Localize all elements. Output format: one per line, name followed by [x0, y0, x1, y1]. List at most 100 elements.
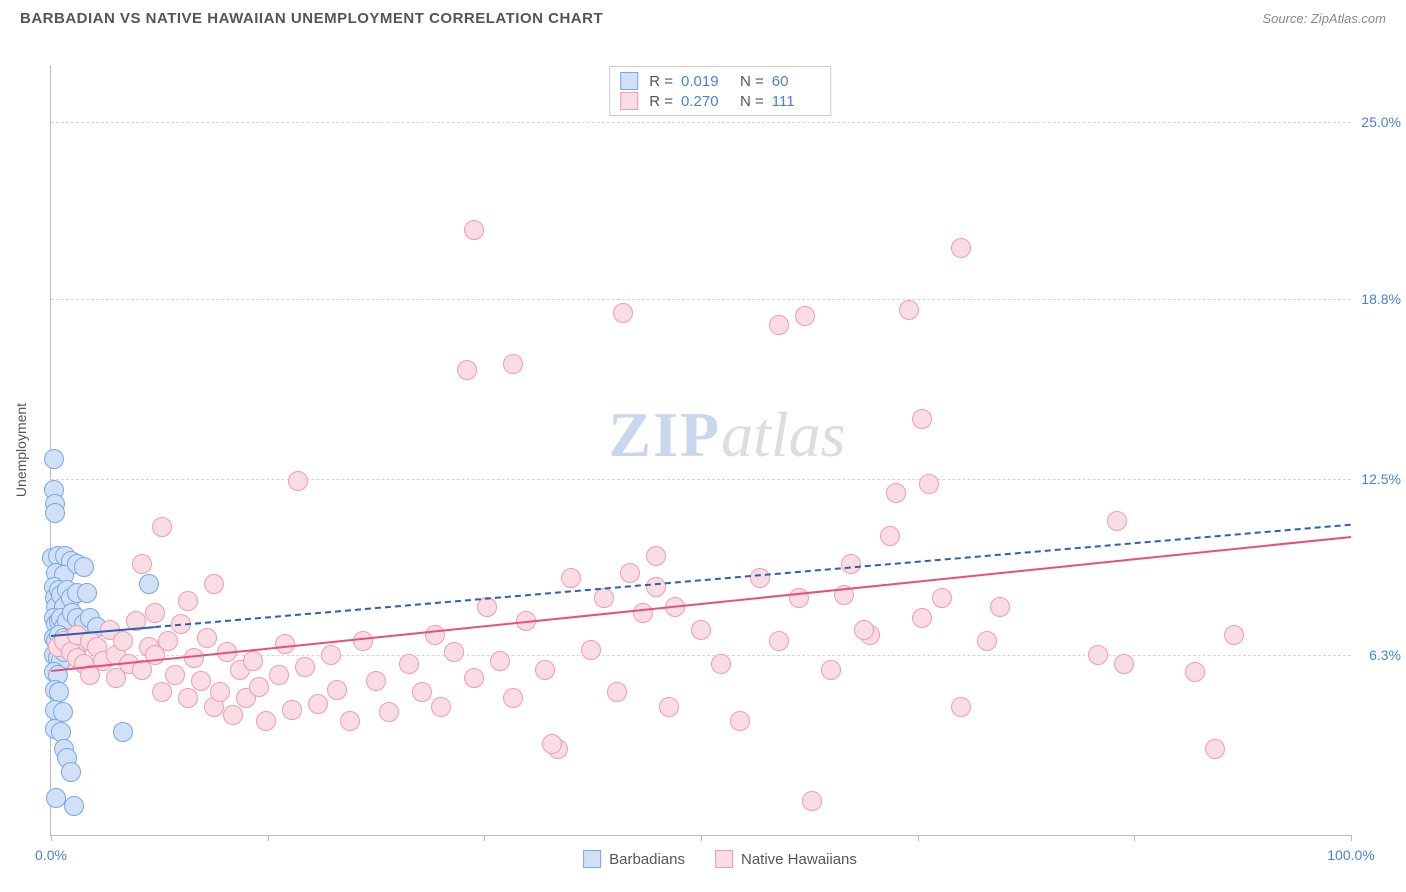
- data-point: [821, 660, 841, 680]
- data-point: [977, 631, 997, 651]
- data-point: [64, 796, 84, 816]
- data-point: [152, 682, 172, 702]
- x-tick: [701, 835, 702, 841]
- data-point: [249, 677, 269, 697]
- chart-title: BARBADIAN VS NATIVE HAWAIIAN UNEMPLOYMEN…: [20, 10, 603, 27]
- data-point: [457, 360, 477, 380]
- y-tick-label: 18.8%: [1356, 291, 1401, 307]
- data-point: [912, 608, 932, 628]
- stat-r-value: 0.270: [681, 93, 729, 110]
- data-point: [165, 665, 185, 685]
- data-point: [282, 700, 302, 720]
- x-tick: [1351, 835, 1352, 841]
- trend-line: [51, 536, 1351, 672]
- data-point: [243, 651, 263, 671]
- chart-container: Unemployment ZIPatlas 6.3%12.5%18.8%25.0…: [50, 40, 1390, 870]
- legend-swatch: [583, 850, 601, 868]
- data-point: [1088, 645, 1108, 665]
- data-point: [561, 568, 581, 588]
- data-point: [535, 660, 555, 680]
- stats-row: R =0.019N =60: [620, 71, 820, 91]
- data-point: [646, 577, 666, 597]
- data-point: [1185, 662, 1205, 682]
- data-point: [503, 354, 523, 374]
- data-point: [802, 791, 822, 811]
- data-point: [503, 688, 523, 708]
- data-point: [191, 671, 211, 691]
- data-point: [490, 651, 510, 671]
- data-point: [691, 620, 711, 640]
- data-point: [633, 603, 653, 623]
- data-point: [46, 788, 66, 808]
- x-tick: [51, 835, 52, 841]
- data-point: [951, 238, 971, 258]
- data-point: [74, 557, 94, 577]
- trend-line: [155, 524, 1351, 628]
- data-point: [113, 722, 133, 742]
- x-tick: [1134, 835, 1135, 841]
- data-point: [61, 762, 81, 782]
- stat-n-label: N =: [740, 73, 764, 90]
- data-point: [542, 734, 562, 754]
- x-tick-label: 0.0%: [35, 847, 67, 863]
- data-point: [295, 657, 315, 677]
- legend-label: Native Hawaiians: [741, 851, 857, 868]
- data-point: [44, 449, 64, 469]
- watermark: ZIPatlas: [608, 398, 845, 472]
- data-point: [1114, 654, 1134, 674]
- data-point: [45, 503, 65, 523]
- data-point: [581, 640, 601, 660]
- data-point: [646, 546, 666, 566]
- data-point: [711, 654, 731, 674]
- data-point: [444, 642, 464, 662]
- data-point: [412, 682, 432, 702]
- data-point: [1205, 739, 1225, 759]
- plot-area: Unemployment ZIPatlas 6.3%12.5%18.8%25.0…: [50, 65, 1351, 836]
- data-point: [113, 631, 133, 651]
- data-point: [880, 526, 900, 546]
- bottom-legend: Barbadians Native Hawaiians: [583, 850, 857, 868]
- data-point: [321, 645, 341, 665]
- x-tick: [268, 835, 269, 841]
- data-point: [210, 682, 230, 702]
- data-point: [854, 620, 874, 640]
- data-point: [145, 603, 165, 623]
- data-point: [659, 697, 679, 717]
- stat-n-label: N =: [740, 93, 764, 110]
- data-point: [919, 474, 939, 494]
- gridline: [51, 299, 1351, 300]
- data-point: [425, 625, 445, 645]
- data-point: [841, 554, 861, 574]
- legend-swatch: [620, 92, 638, 110]
- legend-item: Barbadians: [583, 850, 685, 868]
- data-point: [1224, 625, 1244, 645]
- data-point: [1107, 511, 1127, 531]
- data-point: [340, 711, 360, 731]
- data-point: [77, 583, 97, 603]
- data-point: [308, 694, 328, 714]
- data-point: [769, 315, 789, 335]
- data-point: [613, 303, 633, 323]
- data-point: [366, 671, 386, 691]
- stat-r-value: 0.019: [681, 73, 729, 90]
- data-point: [178, 591, 198, 611]
- data-point: [464, 668, 484, 688]
- stat-n-value: 111: [772, 93, 820, 110]
- x-tick: [484, 835, 485, 841]
- data-point: [594, 588, 614, 608]
- y-tick-label: 6.3%: [1356, 647, 1401, 663]
- data-point: [912, 409, 932, 429]
- data-point: [275, 634, 295, 654]
- y-tick-label: 12.5%: [1356, 471, 1401, 487]
- data-point: [327, 680, 347, 700]
- data-point: [197, 628, 217, 648]
- data-point: [178, 688, 198, 708]
- data-point: [899, 300, 919, 320]
- gridline: [51, 479, 1351, 480]
- data-point: [152, 517, 172, 537]
- legend-item: Native Hawaiians: [715, 850, 857, 868]
- chart-header: BARBADIAN VS NATIVE HAWAIIAN UNEMPLOYMEN…: [0, 0, 1406, 33]
- stats-row: R =0.270N =111: [620, 91, 820, 111]
- legend-swatch: [715, 850, 733, 868]
- x-tick-label: 100.0%: [1327, 847, 1374, 863]
